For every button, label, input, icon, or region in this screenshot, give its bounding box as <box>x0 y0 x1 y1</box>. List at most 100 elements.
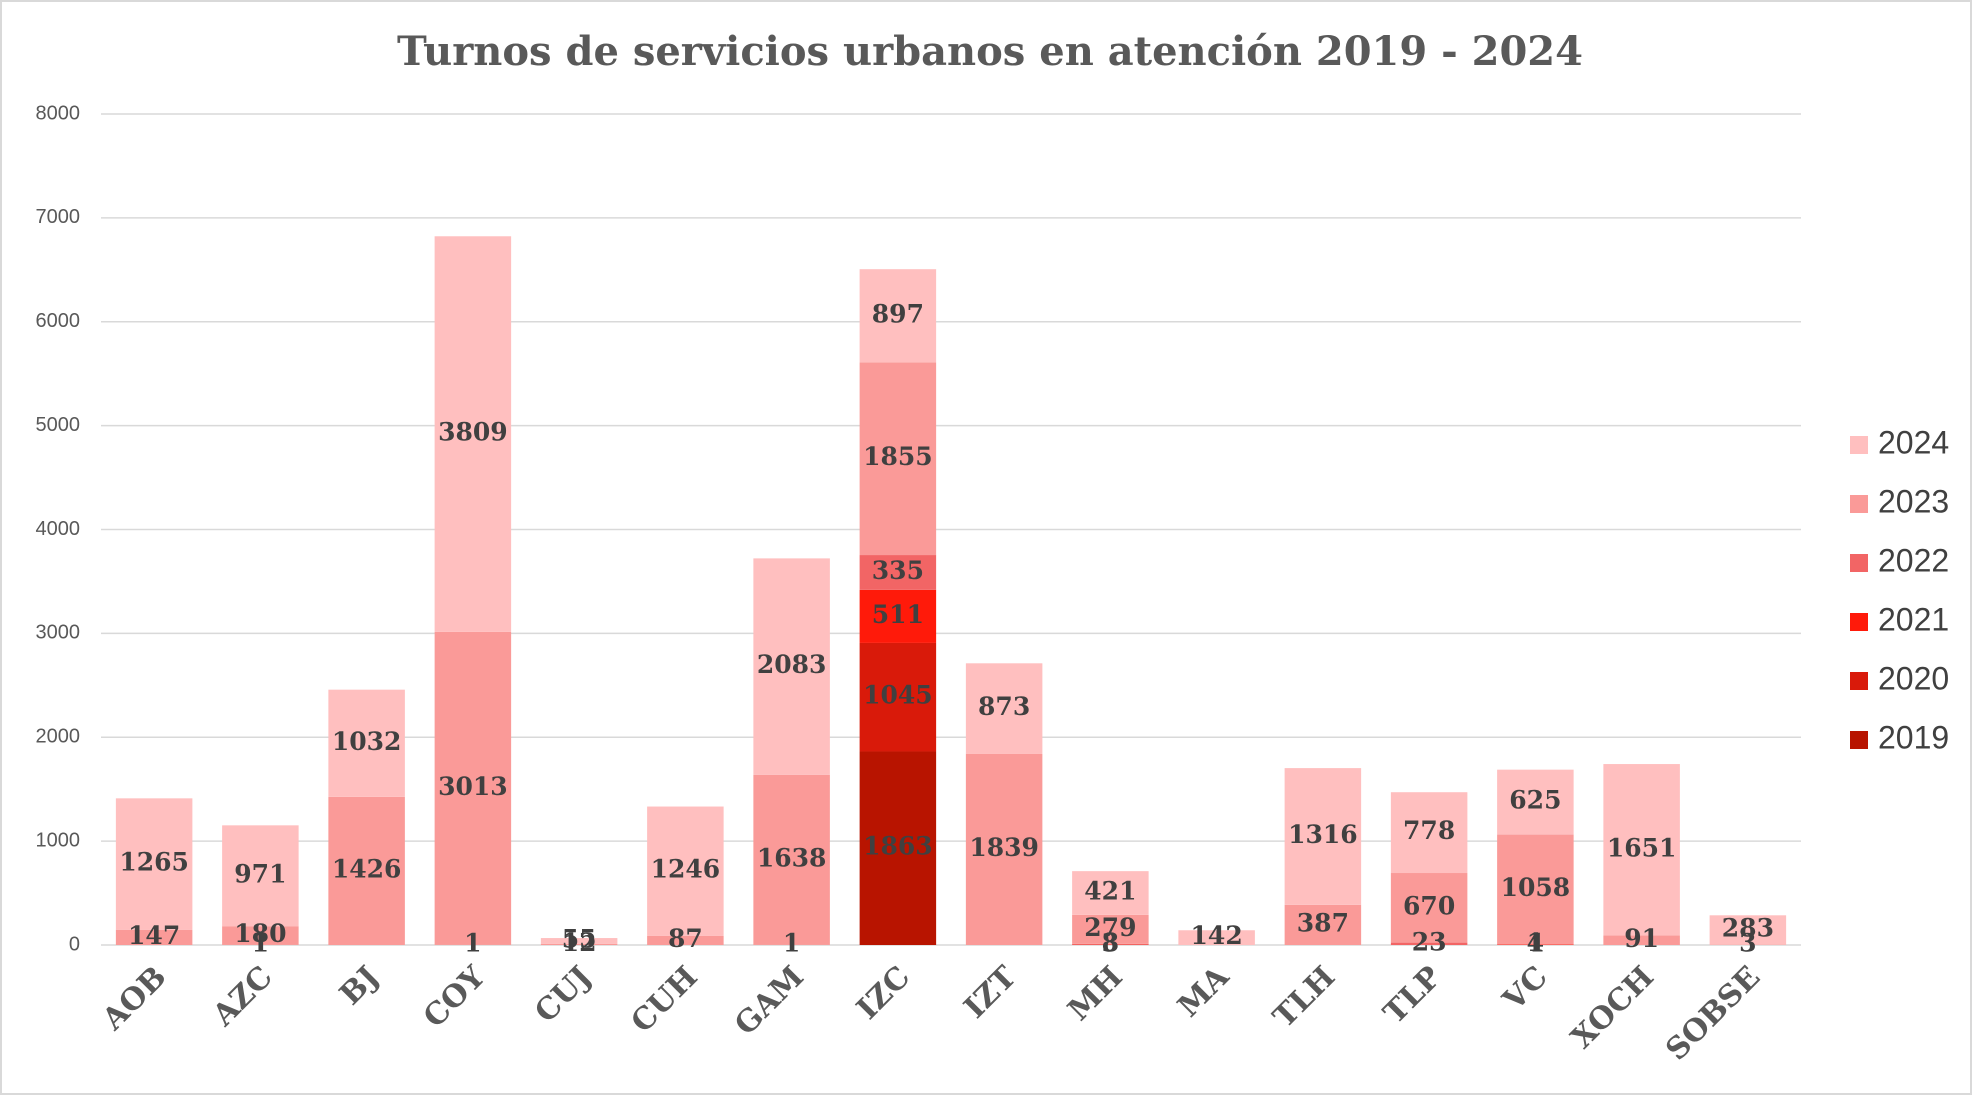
data-label: 142 <box>1191 921 1243 950</box>
data-label: 1316 <box>1288 820 1358 849</box>
y-tick-label: 3000 <box>36 622 81 644</box>
y-tick-label: 0 <box>69 933 80 955</box>
bar-segment <box>1284 768 1362 905</box>
y-tick-label: 7000 <box>36 206 81 228</box>
bar-segment <box>1497 834 1574 945</box>
data-label: 873 <box>978 692 1030 721</box>
data-label: 1426 <box>332 854 402 883</box>
legend-swatch <box>1850 554 1868 572</box>
data-label: 3013 <box>438 772 508 801</box>
data-label: 8 <box>1102 928 1119 957</box>
data-label: 778 <box>1403 816 1455 845</box>
y-tick-label: 2000 <box>36 726 81 748</box>
legend-swatch <box>1850 495 1868 513</box>
bar-segment <box>647 935 724 945</box>
data-label: 12 <box>562 928 597 957</box>
chart-title: Turnos de servicios urbanos en atención … <box>397 28 1583 75</box>
data-label: 387 <box>1297 908 1349 937</box>
data-label: 971 <box>234 859 286 888</box>
data-label: 897 <box>872 299 924 328</box>
y-tick-label: 4000 <box>36 518 81 540</box>
bar-segment <box>222 926 299 945</box>
y-tick-label: 8000 <box>36 102 81 124</box>
bar-segment <box>1390 792 1468 874</box>
bar-segment <box>1284 904 1362 945</box>
bar-segment <box>1709 915 1787 945</box>
data-label: 1 <box>464 928 481 957</box>
legend-label: 2021 <box>1878 601 1949 637</box>
data-label: 23 <box>1412 927 1447 956</box>
bar-segment <box>1603 764 1680 936</box>
data-label: 1032 <box>332 727 402 756</box>
bar-segment <box>1072 871 1149 915</box>
bar-segment <box>859 642 937 752</box>
data-label: 625 <box>1509 786 1561 815</box>
bar-segment <box>115 798 193 930</box>
bar-segment <box>859 555 937 590</box>
bar-segment <box>540 943 618 945</box>
legend-swatch <box>1850 613 1868 631</box>
data-label: 147 <box>128 921 180 950</box>
data-label: 3 <box>1739 928 1756 957</box>
data-label: 2083 <box>757 650 827 679</box>
bar-segment <box>222 825 299 927</box>
data-label: 1 <box>1527 928 1544 957</box>
bar-segment <box>859 589 937 643</box>
data-label: 1651 <box>1607 833 1677 862</box>
legend-label: 2019 <box>1878 719 1949 755</box>
bar-segment <box>859 751 937 945</box>
legend-label: 2020 <box>1878 660 1949 696</box>
bar-segment <box>1603 935 1680 945</box>
bar-segment <box>434 631 512 945</box>
bar-segment <box>965 663 1043 754</box>
bar-segment <box>859 362 937 556</box>
bar-segment <box>434 236 512 632</box>
bar-segment <box>1072 943 1149 945</box>
legend-label: 2024 <box>1878 424 1949 460</box>
data-label: 1 <box>783 928 800 957</box>
legend-label: 2022 <box>1878 542 1949 578</box>
data-label: 421 <box>1084 877 1136 906</box>
legend-swatch <box>1850 731 1868 749</box>
data-label: 1855 <box>863 442 933 471</box>
data-label: 1863 <box>863 832 933 861</box>
bar-segment <box>1390 873 1468 943</box>
bar-segment <box>753 558 830 775</box>
data-label: 55 <box>562 924 597 953</box>
bar-segment <box>1497 769 1574 835</box>
data-label: 1045 <box>863 681 933 710</box>
data-label: 3809 <box>438 418 508 447</box>
data-label: 670 <box>1403 891 1455 920</box>
data-label: 283 <box>1722 913 1774 942</box>
bar-segment <box>540 938 618 944</box>
data-label: 1058 <box>1501 873 1571 902</box>
bar-segment <box>965 753 1043 945</box>
legend-label: 2023 <box>1878 483 1949 519</box>
data-label: 1265 <box>119 848 189 877</box>
data-label: 3 <box>1102 928 1119 957</box>
y-tick-label: 6000 <box>36 310 81 332</box>
bar-segment <box>1390 942 1468 945</box>
bar-segment <box>647 806 724 936</box>
legend-swatch <box>1850 672 1868 690</box>
data-label: 1638 <box>757 843 827 872</box>
data-label: 4 <box>1527 928 1544 957</box>
data-label: 87 <box>668 924 703 953</box>
bar-segment <box>859 269 937 363</box>
data-label: 91 <box>1624 924 1659 953</box>
legend-swatch <box>1850 436 1868 454</box>
data-label: 511 <box>872 600 924 629</box>
data-label: 1839 <box>969 833 1039 862</box>
bar-segment <box>328 796 405 945</box>
data-label: 335 <box>872 556 924 585</box>
y-tick-label: 1000 <box>36 829 81 851</box>
bar-segment <box>753 774 830 945</box>
data-label: 1246 <box>651 855 721 884</box>
data-label: 180 <box>234 919 286 948</box>
bar-segment <box>115 929 193 945</box>
bar-segment <box>1072 914 1149 944</box>
bar-segment <box>328 689 405 797</box>
bar-segment <box>1178 930 1255 945</box>
data-label: 1 <box>252 928 269 957</box>
